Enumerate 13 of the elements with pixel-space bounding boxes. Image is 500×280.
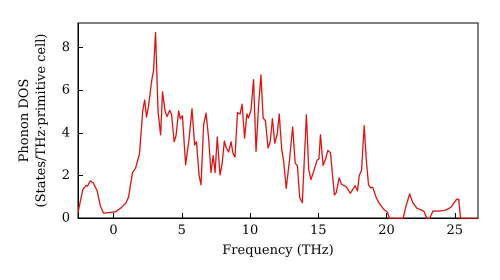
y-tick-label: 8 <box>62 40 70 56</box>
x-tick-label: 10 <box>242 223 258 238</box>
x-tick-label: 0 <box>109 223 118 238</box>
x-tick-label: 15 <box>310 223 327 238</box>
y-tick-label: 0 <box>62 210 70 226</box>
x-tick-label: 5 <box>178 223 186 238</box>
x-axis-title: Frequency (THz) <box>222 243 334 258</box>
y-tick-label: 6 <box>62 82 70 98</box>
y-axis-title: Phonon DOS (States/THz·primitive cell) <box>17 33 49 208</box>
y-tick-label: 4 <box>62 125 70 140</box>
y-tick-label: 2 <box>62 168 70 183</box>
x-tick-label: 25 <box>446 223 464 238</box>
x-tick-label: 20 <box>378 223 395 238</box>
